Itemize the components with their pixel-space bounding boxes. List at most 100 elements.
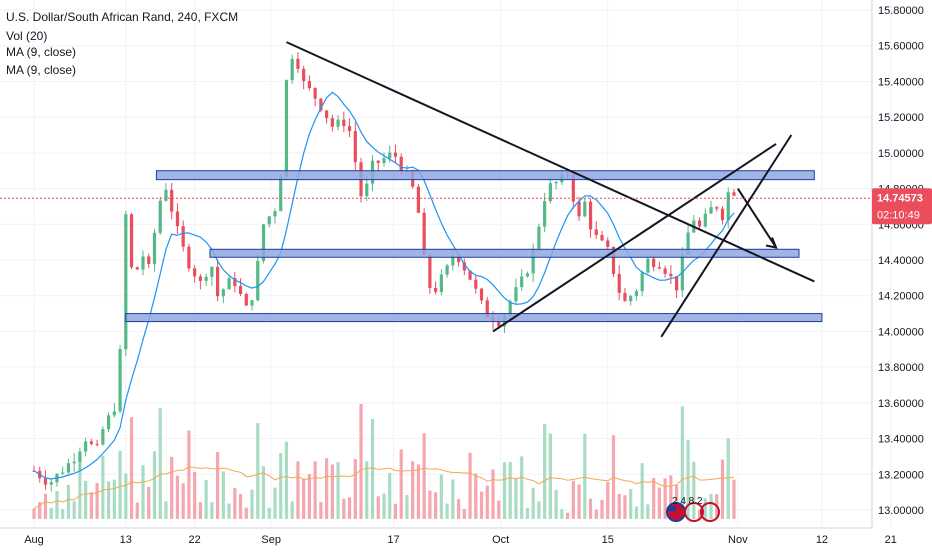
volume-bar [313,461,317,519]
volume-bar [451,479,455,519]
volume-indicator-label: Vol (20) [6,29,47,43]
candle-body [129,214,134,268]
volume-bar [640,463,644,519]
volume-bar [342,498,346,519]
volume-bar [49,507,53,519]
candle-body [422,212,426,256]
candle-body [244,293,248,306]
volume-bar [594,509,598,519]
volume-bar [152,451,157,519]
candle-body [548,183,552,202]
trendlines[interactable] [286,41,815,338]
volume-bar [583,433,587,519]
volume-bar [319,502,323,519]
volume-bar [588,498,593,519]
last-price-badge: 14.74573 02:10:49 [872,188,932,225]
logo-text: 2 4 8 2 [672,496,703,507]
candle-body [284,80,289,177]
price-axis[interactable]: 15.80000 15.60000 15.40000 15.20000 15.00000… [878,5,924,517]
candle-body [732,192,736,196]
forecast-arrow[interactable] [765,237,778,249]
bar-countdown: 02:10:49 [877,209,920,221]
volume-bar [663,478,667,519]
volume-bar [462,509,466,519]
price-tick-label: 15.20000 [878,112,924,124]
candle-body [227,278,231,290]
candle-body [84,441,88,452]
volume-bar [95,482,99,519]
volume-bar [508,461,512,519]
candle-body [715,207,719,209]
candle-body [583,201,587,217]
candle-body [376,160,380,164]
candle-body [525,273,530,277]
volume-bar [118,450,122,519]
candle-body [101,429,105,445]
volume-bar [290,501,294,519]
volume-bar [606,482,610,519]
trendline-3 [660,134,793,338]
volume-bar [652,478,656,519]
candle-body [508,301,512,316]
volume-bar [112,479,116,519]
candle-body [640,272,644,292]
zone-box-1 [155,170,815,181]
volume-bar [32,508,36,519]
time-tick-label: Aug [24,534,44,546]
candle-body [646,258,650,273]
chart-legend: U.S. Dollar/South African Rand, 240, FXC… [6,10,238,77]
candle-body [106,415,111,430]
volume-bar [55,491,59,519]
candle-body [462,262,466,271]
volume-bar [434,492,438,519]
candle-body [193,268,197,277]
volume-bars [32,403,736,519]
candle-body [365,183,369,197]
price-tick-label: 13.00000 [878,505,924,517]
volume-bar [325,458,329,519]
candle-body [61,472,65,474]
volume-bar [66,484,71,519]
volume-bar [210,502,214,519]
volume-bar [382,493,386,519]
candle-body [520,276,524,288]
volume-bar [474,473,478,519]
support-resistance-zones[interactable] [125,170,823,323]
volume-bar [405,495,409,519]
candle-body [319,98,323,111]
volume-bar [502,462,507,519]
candle-body [697,220,702,227]
volume-bar [577,484,581,519]
volume-bar [347,497,352,519]
volume-bar [84,480,88,519]
candle-body [135,267,139,270]
time-tick-label: 13 [120,534,132,546]
candle-body [175,211,180,227]
time-tick-label: Oct [492,534,509,546]
volume-bar [491,469,495,519]
candle-body [439,274,443,292]
candle-body [325,110,329,119]
volume-bar [514,477,518,519]
candle-body [543,201,547,227]
candle-body [330,118,334,127]
volume-bar [497,500,501,519]
candle-body [78,451,82,462]
volume-bar [170,456,174,519]
volume-bar [709,493,713,519]
price-tick-label: 14.00000 [878,326,924,338]
volume-bar [422,433,426,519]
volume-bar [669,475,673,519]
time-axis[interactable]: Aug 13 22 Sep 17 Oct 15 Nov 12 21 [24,534,897,546]
candle-body [388,152,392,159]
candle-body [158,200,162,233]
candle-body [221,289,225,297]
volume-bar [147,486,151,519]
volume-bar [296,461,300,519]
volume-bar [623,495,627,519]
volume-bar [164,501,168,519]
volume-bar [388,472,392,519]
